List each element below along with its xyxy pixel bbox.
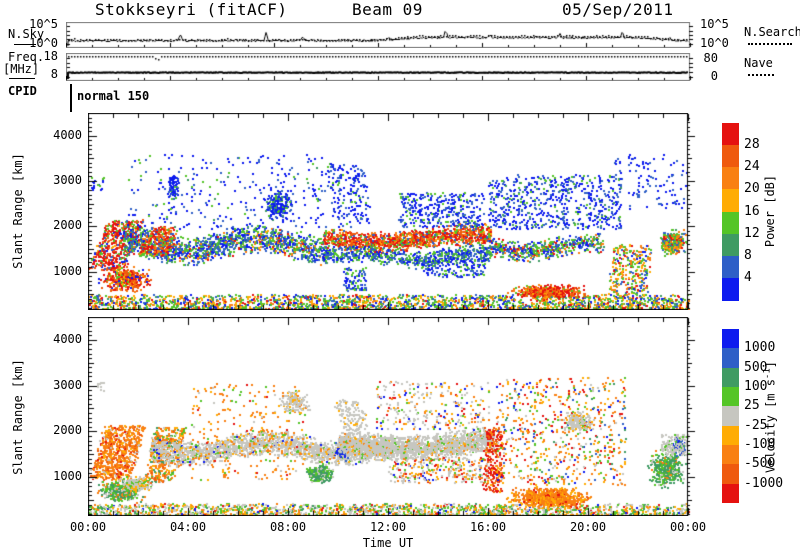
power-colorbar-segment <box>722 167 739 190</box>
power-colorbar-tick-label: 20 <box>744 181 760 197</box>
xaxis-tick-label: 00:00 <box>669 520 707 534</box>
power-yaxis-tick-label: 4000 <box>53 127 82 142</box>
velocity-colorbar-segment <box>722 425 739 446</box>
velocity-colorbar-tick-label: 500 <box>744 359 768 375</box>
velocity-colorbar-tick-label: 25 <box>744 398 760 414</box>
freq-scale-bottom-label: 8 <box>50 67 58 81</box>
velocity-colorbar-segment <box>722 387 739 407</box>
sky-noise-panel <box>66 22 700 48</box>
nave-label: Nave <box>744 56 773 70</box>
velocity-colorbar-tick-label: 100 <box>744 379 768 394</box>
cpid-value: normal 150 <box>77 89 150 103</box>
velocity-yaxis-tick-label: 3000 <box>53 377 82 392</box>
noise-scale-top-right-label: 10^5 <box>700 17 729 31</box>
freq-linestyle-sample <box>9 78 35 79</box>
frequency-panel <box>66 53 700 81</box>
xaxis-tick-label: 12:00 <box>369 520 407 534</box>
beam-label: Beam 09 <box>352 0 423 19</box>
xaxis-tick-label: 20:00 <box>569 520 607 534</box>
power-colorbar-tick-label: 12 <box>744 225 760 241</box>
velocity-colorbar-segment <box>722 406 739 427</box>
power-colorbar-tick-label: 24 <box>744 159 760 175</box>
xaxis-tick-label: 08:00 <box>269 520 307 534</box>
velocity-colorbar-tick-label: -500 <box>744 456 776 472</box>
plot-title: Stokkseyri (fitACF) <box>95 0 288 19</box>
power-colorbar-segment <box>722 211 739 235</box>
freq-label-line2: [MHz] <box>3 62 40 76</box>
power-colorbar-tick-label: 28 <box>744 137 760 153</box>
nave-scale-bottom-label: 0 <box>710 69 718 83</box>
power-colorbar-segment <box>722 123 739 146</box>
velocity-yaxis-tick-label: 2000 <box>53 423 82 438</box>
velocity-colorbar-tick-label: -1000 <box>744 475 784 491</box>
nsearch-linestyle-sample <box>748 43 792 45</box>
power-yaxis-tick-label: 3000 <box>53 172 82 187</box>
velocity-rti-panel <box>88 317 700 516</box>
date-label: 05/Sep/2011 <box>562 0 674 19</box>
velocity-colorbar-segment <box>722 464 739 485</box>
freq-scale-top-label: 18 <box>43 49 58 63</box>
power-yaxis-tick-label: 2000 <box>53 218 82 233</box>
velocity-colorbar-tick-label: -25 <box>744 417 768 433</box>
nsearch-label: N.Search <box>744 25 800 39</box>
velocity-colorbar-segment <box>722 348 739 369</box>
noise-scale-bottom-right-label: 10^0 <box>700 36 729 50</box>
velocity-colorbar-tick-label: -100 <box>744 437 776 452</box>
power-colorbar-segment <box>722 189 739 212</box>
velocity-colorbar-segment <box>722 367 739 388</box>
nsky-label: N.Sky <box>8 27 45 41</box>
nsky-linestyle-sample <box>14 44 36 45</box>
power-colorbar-segment <box>722 145 739 168</box>
xaxis-tick-label: 04:00 <box>169 520 207 534</box>
velocity-colorbar-segment <box>722 483 739 504</box>
cpid-label: CPID <box>8 84 37 98</box>
power-colorbar-segment <box>722 255 739 279</box>
nave-scale-top-label: 80 <box>703 51 718 65</box>
noise-scale-top-label: 10^5 <box>29 17 58 31</box>
power-colorbar-tick-label: 16 <box>744 203 760 219</box>
velocity-yaxis-tick-label: 4000 <box>53 331 82 346</box>
xaxis-tick-label: 16:00 <box>469 520 507 534</box>
cpid-panel-left-edge <box>70 84 72 112</box>
nave-linestyle-sample <box>748 74 774 76</box>
power-colorbar-segment <box>722 233 739 257</box>
xaxis-title: Time UT <box>362 536 414 550</box>
noise-scale-bottom-label: 10^0 <box>29 36 58 50</box>
power-colorbar-tick-label: 8 <box>744 247 752 263</box>
freq-label-line1: Freq. <box>8 50 45 64</box>
velocity-colorbar-segment <box>722 329 739 349</box>
velocity-colorbar-tick-label: 1000 <box>744 340 776 356</box>
power-yaxis-tick-label: 1000 <box>53 263 82 278</box>
power-rti-panel <box>88 113 700 310</box>
velocity-yaxis-tick-label: 1000 <box>53 469 82 484</box>
power-colorbar-tick-label: 4 <box>744 269 752 285</box>
velocity-colorbar-segment <box>722 445 739 465</box>
xaxis-tick-label: 00:00 <box>69 520 107 534</box>
power-colorbar-segment <box>722 277 739 301</box>
